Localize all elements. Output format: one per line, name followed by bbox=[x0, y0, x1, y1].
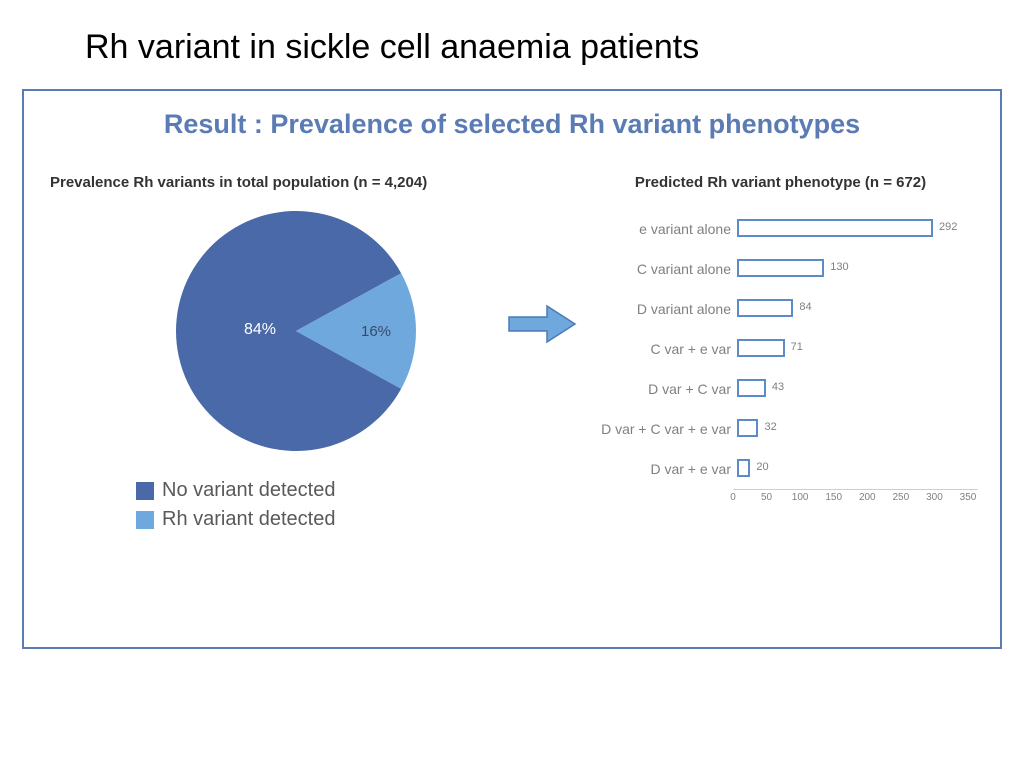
pie-label-major: 84% bbox=[244, 321, 276, 339]
content-row: Prevalence Rh variants in total populati… bbox=[46, 174, 978, 537]
bar bbox=[737, 259, 824, 277]
bar-title: Predicted Rh variant phenotype (n = 672) bbox=[583, 174, 978, 191]
bar-category-label: D variant alone bbox=[587, 301, 737, 317]
bar-track: 32 bbox=[737, 409, 972, 449]
bar-value-label: 84 bbox=[799, 301, 811, 313]
bar bbox=[737, 339, 785, 357]
bar-category-label: e variant alone bbox=[587, 221, 737, 237]
panel-subtitle: Result : Prevalence of selected Rh varia… bbox=[46, 109, 978, 140]
bar-value-label: 43 bbox=[772, 381, 784, 393]
legend-label-0: No variant detected bbox=[162, 479, 335, 502]
bar-value-label: 292 bbox=[939, 221, 957, 233]
pie-title: Prevalence Rh variants in total populati… bbox=[50, 174, 507, 191]
bar-track: 20 bbox=[737, 449, 972, 489]
x-axis-tick: 200 bbox=[859, 492, 876, 503]
main-title: Rh variant in sickle cell anaemia patien… bbox=[85, 28, 1004, 67]
arrow-svg bbox=[507, 304, 577, 344]
bar-track: 292 bbox=[737, 209, 972, 249]
bar-section: Predicted Rh variant phenotype (n = 672)… bbox=[577, 174, 978, 509]
bar-category-label: D var + e var bbox=[587, 461, 737, 477]
bar-x-axis: 0 50 100 150 200 250 300 350 bbox=[733, 489, 978, 509]
x-axis-tick: 50 bbox=[761, 492, 772, 503]
bar-row: D var + C var 43 bbox=[587, 369, 978, 409]
bar-track: 130 bbox=[737, 249, 972, 289]
bar-row: C variant alone 130 bbox=[587, 249, 978, 289]
x-axis-tick: 250 bbox=[893, 492, 910, 503]
x-axis-tick: 100 bbox=[792, 492, 809, 503]
bar-value-label: 20 bbox=[756, 461, 768, 473]
legend-item-1: Rh variant detected bbox=[136, 508, 507, 531]
arrow-icon bbox=[507, 304, 577, 349]
bar bbox=[737, 299, 793, 317]
legend-item-0: No variant detected bbox=[136, 479, 507, 502]
x-axis-tick: 300 bbox=[926, 492, 943, 503]
legend-swatch-1 bbox=[136, 511, 154, 529]
legend-label-1: Rh variant detected bbox=[162, 508, 335, 531]
bar-value-label: 130 bbox=[830, 261, 848, 273]
bar bbox=[737, 219, 933, 237]
bar-row: D var + C var + e var 32 bbox=[587, 409, 978, 449]
pie-chart: 84% 16% bbox=[166, 201, 426, 461]
slide: Rh variant in sickle cell anaemia patien… bbox=[0, 0, 1024, 768]
x-axis-tick: 350 bbox=[960, 492, 977, 503]
x-axis-tick: 150 bbox=[825, 492, 842, 503]
bar-category-label: D var + C var + e var bbox=[587, 421, 737, 437]
pie-legend: No variant detected Rh variant detected bbox=[136, 479, 507, 531]
bar-rows: e variant alone 292 C variant alone 130 D va… bbox=[583, 209, 978, 489]
x-axis-tick: 0 bbox=[730, 492, 736, 503]
bar-track: 43 bbox=[737, 369, 972, 409]
bar-row: e variant alone 292 bbox=[587, 209, 978, 249]
bar bbox=[737, 459, 750, 477]
bar-category-label: C variant alone bbox=[587, 261, 737, 277]
bar-category-label: D var + C var bbox=[587, 381, 737, 397]
bar-track: 84 bbox=[737, 289, 972, 329]
bar bbox=[737, 419, 758, 437]
bar-row: C var + e var 71 bbox=[587, 329, 978, 369]
bar-category-label: C var + e var bbox=[587, 341, 737, 357]
bar-row: D variant alone 84 bbox=[587, 289, 978, 329]
pie-label-minor: 16% bbox=[361, 323, 391, 340]
pie-section: Prevalence Rh variants in total populati… bbox=[46, 174, 507, 537]
legend-swatch-0 bbox=[136, 482, 154, 500]
bar-track: 71 bbox=[737, 329, 972, 369]
bar bbox=[737, 379, 766, 397]
bar-row: D var + e var 20 bbox=[587, 449, 978, 489]
chart-panel: Result : Prevalence of selected Rh varia… bbox=[22, 89, 1002, 649]
bar-value-label: 71 bbox=[791, 341, 803, 353]
bar-value-label: 32 bbox=[764, 421, 776, 433]
